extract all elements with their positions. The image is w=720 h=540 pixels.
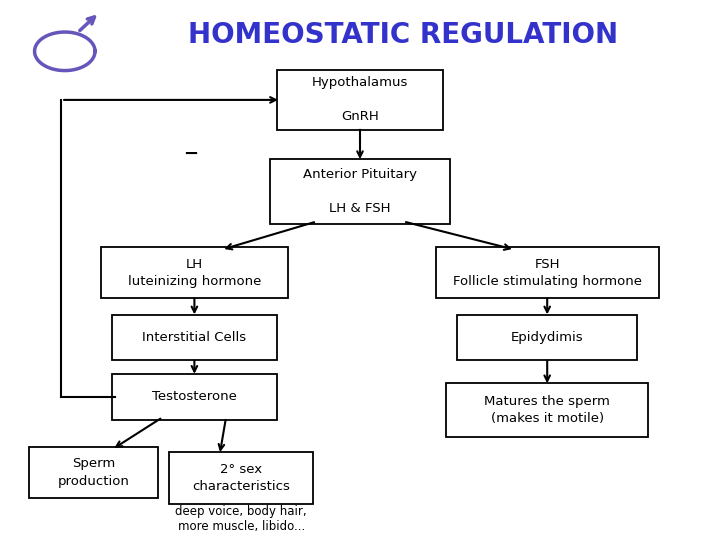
Text: Testosterone: Testosterone [152, 390, 237, 403]
FancyBboxPatch shape [169, 453, 313, 503]
Text: 2° sex
characteristics: 2° sex characteristics [192, 463, 290, 493]
FancyBboxPatch shape [112, 314, 277, 361]
Text: Interstitial Cells: Interstitial Cells [143, 331, 246, 344]
FancyBboxPatch shape [101, 247, 288, 298]
Text: LH
luteinizing hormone: LH luteinizing hormone [127, 258, 261, 288]
Text: deep voice, body hair,
more muscle, libido...: deep voice, body hair, more muscle, libi… [176, 505, 307, 534]
Text: −: − [183, 145, 199, 163]
FancyBboxPatch shape [457, 314, 637, 361]
Text: HOMEOSTATIC REGULATION: HOMEOSTATIC REGULATION [188, 21, 618, 49]
Text: Matures the sperm
(makes it motile): Matures the sperm (makes it motile) [485, 395, 610, 426]
Text: Sperm
production: Sperm production [58, 457, 130, 488]
Text: FSH
Follicle stimulating hormone: FSH Follicle stimulating hormone [453, 258, 642, 288]
FancyBboxPatch shape [446, 383, 648, 437]
Text: Epidydimis: Epidydimis [511, 331, 583, 344]
FancyBboxPatch shape [277, 70, 443, 130]
Text: Anterior Pituitary

LH & FSH: Anterior Pituitary LH & FSH [303, 168, 417, 215]
FancyBboxPatch shape [436, 247, 659, 298]
FancyBboxPatch shape [29, 447, 158, 498]
Text: Hypothalamus

GnRH: Hypothalamus GnRH [312, 76, 408, 124]
FancyBboxPatch shape [112, 374, 277, 420]
FancyBboxPatch shape [270, 159, 450, 224]
